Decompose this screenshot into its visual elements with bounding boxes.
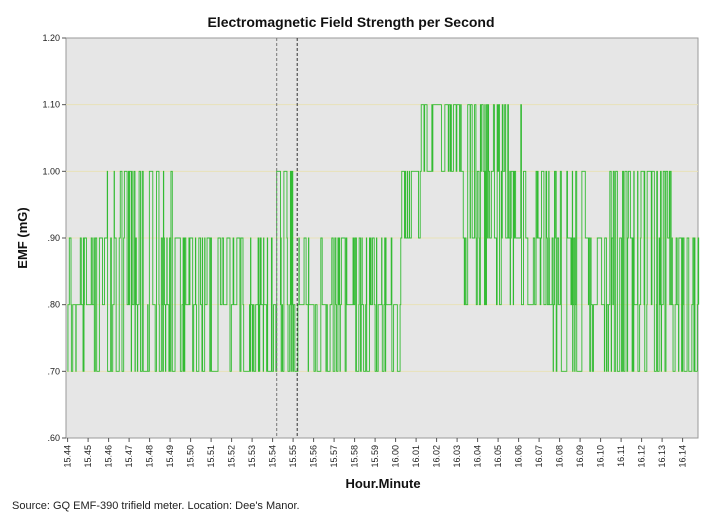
- reference-lines: [276, 38, 298, 438]
- x-tick-label: 15.56: [309, 445, 319, 468]
- x-tick-label: 15.47: [124, 445, 134, 468]
- x-tick-label: 15.58: [350, 445, 360, 468]
- x-tick-label: 15.44: [63, 445, 73, 468]
- source-note: Source: GQ EMF-390 trifield meter. Locat…: [12, 500, 300, 512]
- x-tick-label: 16.12: [637, 445, 647, 468]
- x-tick-label: 15.48: [145, 445, 155, 468]
- x-tick-label: 16.10: [596, 445, 606, 468]
- x-axis-title: Hour.Minute: [345, 476, 420, 491]
- x-tick-label: 16.00: [391, 445, 401, 468]
- x-tick-label: 15.46: [104, 445, 114, 468]
- x-tick-label: 15.55: [288, 445, 298, 468]
- y-tick-label: .90: [47, 233, 60, 243]
- x-tick-label: 16.14: [678, 445, 688, 468]
- x-tick-label: 15.57: [329, 445, 339, 468]
- y-tick-label: .70: [47, 366, 60, 376]
- y-tick-label: .80: [47, 300, 60, 310]
- x-tick-label: 16.13: [657, 445, 667, 468]
- x-tick-label: 15.52: [227, 445, 237, 468]
- x-tick-label: 16.09: [575, 445, 585, 468]
- series-emf: [67, 104, 700, 372]
- x-tick-label: 16.01: [411, 445, 421, 468]
- x-tick-label: 16.05: [493, 445, 503, 468]
- x-tick-label: 16.02: [432, 445, 442, 468]
- y-axis: 1.20 1.10 1.00 .90 .80 .70 .60: [42, 33, 66, 443]
- x-tick-label: 15.59: [370, 445, 380, 468]
- x-tick-label: 15.45: [83, 445, 93, 468]
- x-tick-label: 16.11: [616, 445, 626, 467]
- y-tick-label: 1.10: [42, 100, 60, 110]
- x-tick-label: 16.08: [555, 445, 565, 468]
- y-axis-title: EMF (mG): [15, 207, 30, 268]
- y-tick-label: 1.20: [42, 33, 60, 43]
- x-tick-label: 15.50: [186, 445, 196, 468]
- x-tick-label: 15.54: [268, 445, 278, 468]
- x-axis: 15.44 15.45 15.46 15.47 15.48 15.49 15.50 15.51…: [63, 438, 688, 468]
- x-tick-label: 15.51: [206, 445, 216, 468]
- y-tick-label: 1.00: [42, 166, 60, 176]
- x-tick-label: 16.03: [452, 445, 462, 468]
- x-tick-label: 16.06: [514, 445, 524, 468]
- chart-title: Electromagnetic Field Strength per Secon…: [207, 14, 494, 30]
- series-line-emf: [67, 104, 700, 372]
- x-tick-label: 15.49: [165, 445, 175, 468]
- y-tick-label: .60: [47, 433, 60, 443]
- x-tick-label: 16.07: [534, 445, 544, 468]
- x-tick-label: 16.04: [473, 445, 483, 468]
- x-tick-label: 15.53: [247, 445, 257, 468]
